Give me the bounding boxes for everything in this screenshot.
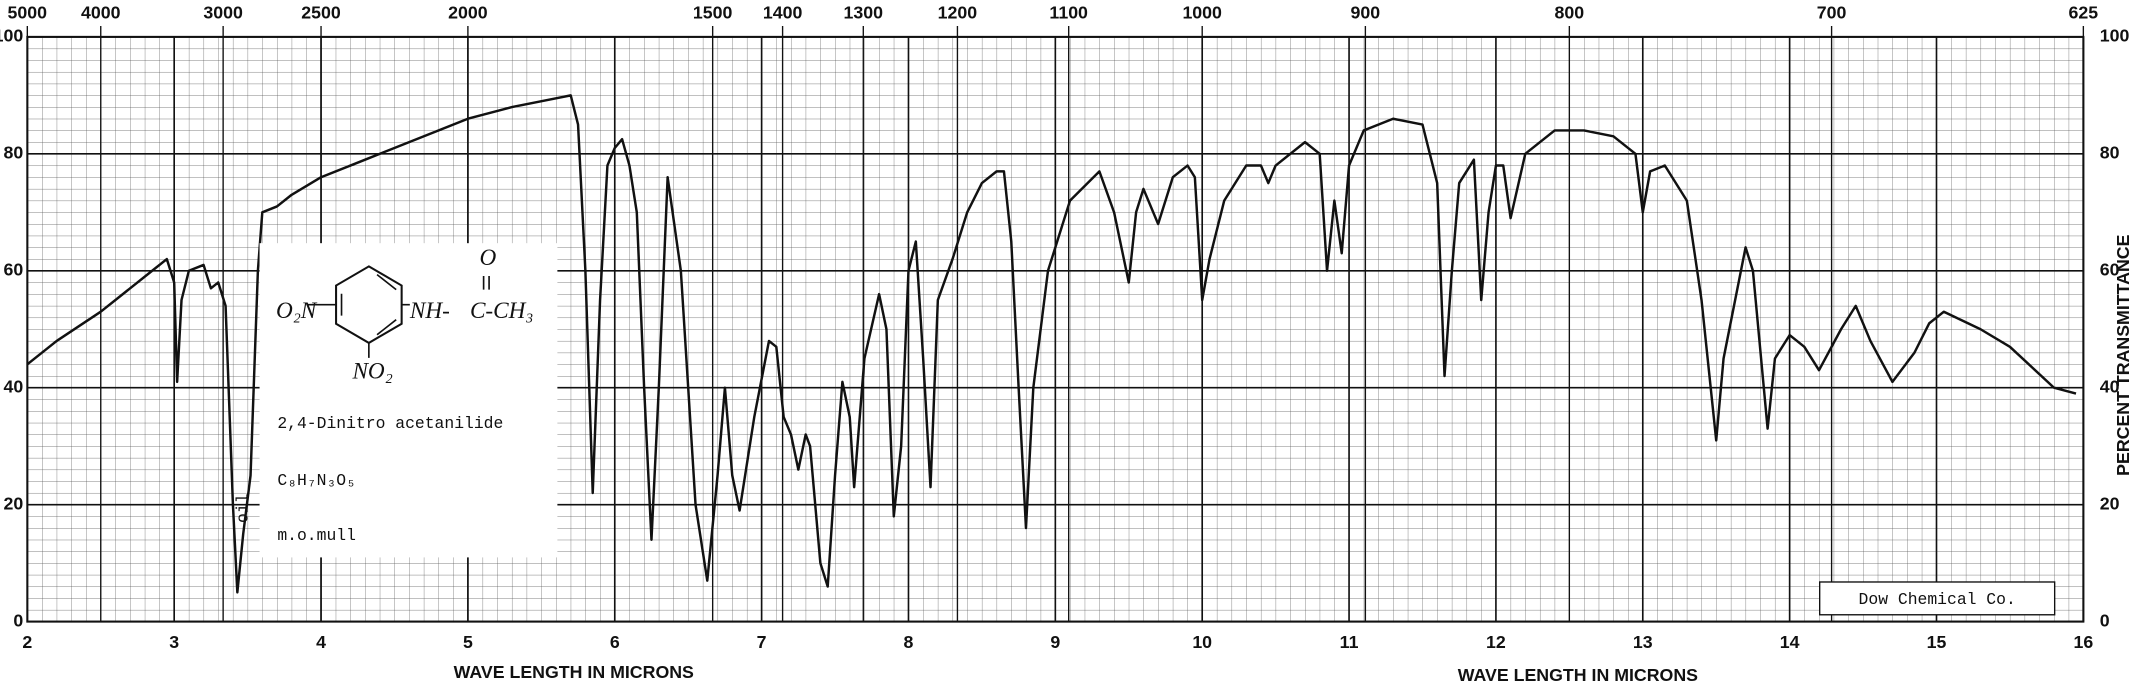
plot-frame [26, 35, 2085, 623]
y2-tick-label: 80 [2100, 143, 2120, 163]
y-tick-label: 40 [3, 376, 23, 396]
y2-tick-label: 20 [2100, 493, 2120, 513]
x-tick-label: 10 [1192, 632, 1212, 652]
x-tick-label: 4 [316, 632, 326, 652]
x-tick-label: 5 [463, 632, 473, 652]
x-tick-label: 14 [1780, 632, 1800, 652]
x-tick-label: 7 [757, 632, 767, 652]
credit-box [1819, 581, 2056, 616]
x2-tick-label: 700 [1817, 2, 1847, 22]
x-tick-label: 8 [904, 632, 914, 652]
x-tick-label: 13 [1633, 632, 1653, 652]
structure-label: O [480, 245, 497, 271]
y2-tick-label: 100 [2100, 26, 2130, 46]
x2-tick-label: 900 [1351, 2, 1381, 22]
x2-tick-label: 1400 [763, 2, 803, 22]
x-tick-label: 16 [2073, 632, 2093, 652]
structure-label: NO₂ [351, 358, 392, 384]
y2-tick-label: 40 [2100, 376, 2120, 396]
ring-bonds [340, 273, 397, 336]
x2-tick-label: 2000 [448, 2, 488, 22]
x2-tick-label: 5000 [8, 2, 48, 22]
x2-tick-label: 2500 [301, 2, 341, 22]
x2-tick-label: 1300 [844, 2, 884, 22]
y2-tick-label: 60 [2100, 259, 2120, 279]
x-tick-label: 3 [169, 632, 179, 652]
x-tick-label: 2 [22, 632, 32, 652]
structure-label: O₂N [276, 298, 318, 324]
x-tick-label: 12 [1486, 632, 1506, 652]
structure-label: C-CH₃ [470, 298, 534, 324]
x2-tick-label: 4000 [81, 2, 121, 22]
x2-tick-label: 625 [2069, 2, 2099, 22]
x-axis-label: WAVE LENGTH IN MICRONS [454, 662, 694, 682]
x-tick-label: 9 [1050, 632, 1060, 652]
x-tick-label: 15 [1927, 632, 1947, 652]
x2-tick-label: 800 [1555, 2, 1585, 22]
bonds [307, 275, 490, 358]
x-tick-label: 6 [610, 632, 620, 652]
formula: C₈H₇N₃O₅ [277, 471, 356, 490]
medium: m.o.mull [277, 526, 356, 545]
structure-label: NH- [409, 298, 450, 324]
x2-tick-label: 1500 [693, 2, 733, 22]
y-tick-label: 80 [3, 143, 23, 163]
x2-tick-label: 1100 [1049, 2, 1088, 22]
spectrum-line [26, 94, 2077, 594]
y-tick-label: 0 [13, 610, 23, 630]
y-tick-label: 60 [3, 259, 23, 279]
credit: Dow Chemical Co. [1859, 590, 2016, 609]
x-axis-label: WAVE LENGTH IN MICRONS [1458, 665, 1698, 685]
y-tick-label: 100 [0, 26, 23, 46]
y-tick-label: 20 [3, 493, 23, 513]
inset: O₂N NH- C-CH₃ O NO₂ 2,4-Dinitro acetanil… [259, 243, 558, 558]
y-axis-label: PERCENT TRANSMITTANCE [2113, 234, 2133, 475]
x2-tick-label: 1200 [938, 2, 978, 22]
inset-box [259, 243, 558, 558]
x2-tick-label: 1000 [1182, 2, 1222, 22]
compound-name: 2,4-Dinitro acetanilide [277, 414, 503, 433]
y2-tick-label: 0 [2100, 610, 2110, 630]
oil-note: oil [234, 493, 253, 522]
x-tick-label: 11 [1340, 632, 1359, 652]
x2-tick-label: 3000 [203, 2, 243, 22]
